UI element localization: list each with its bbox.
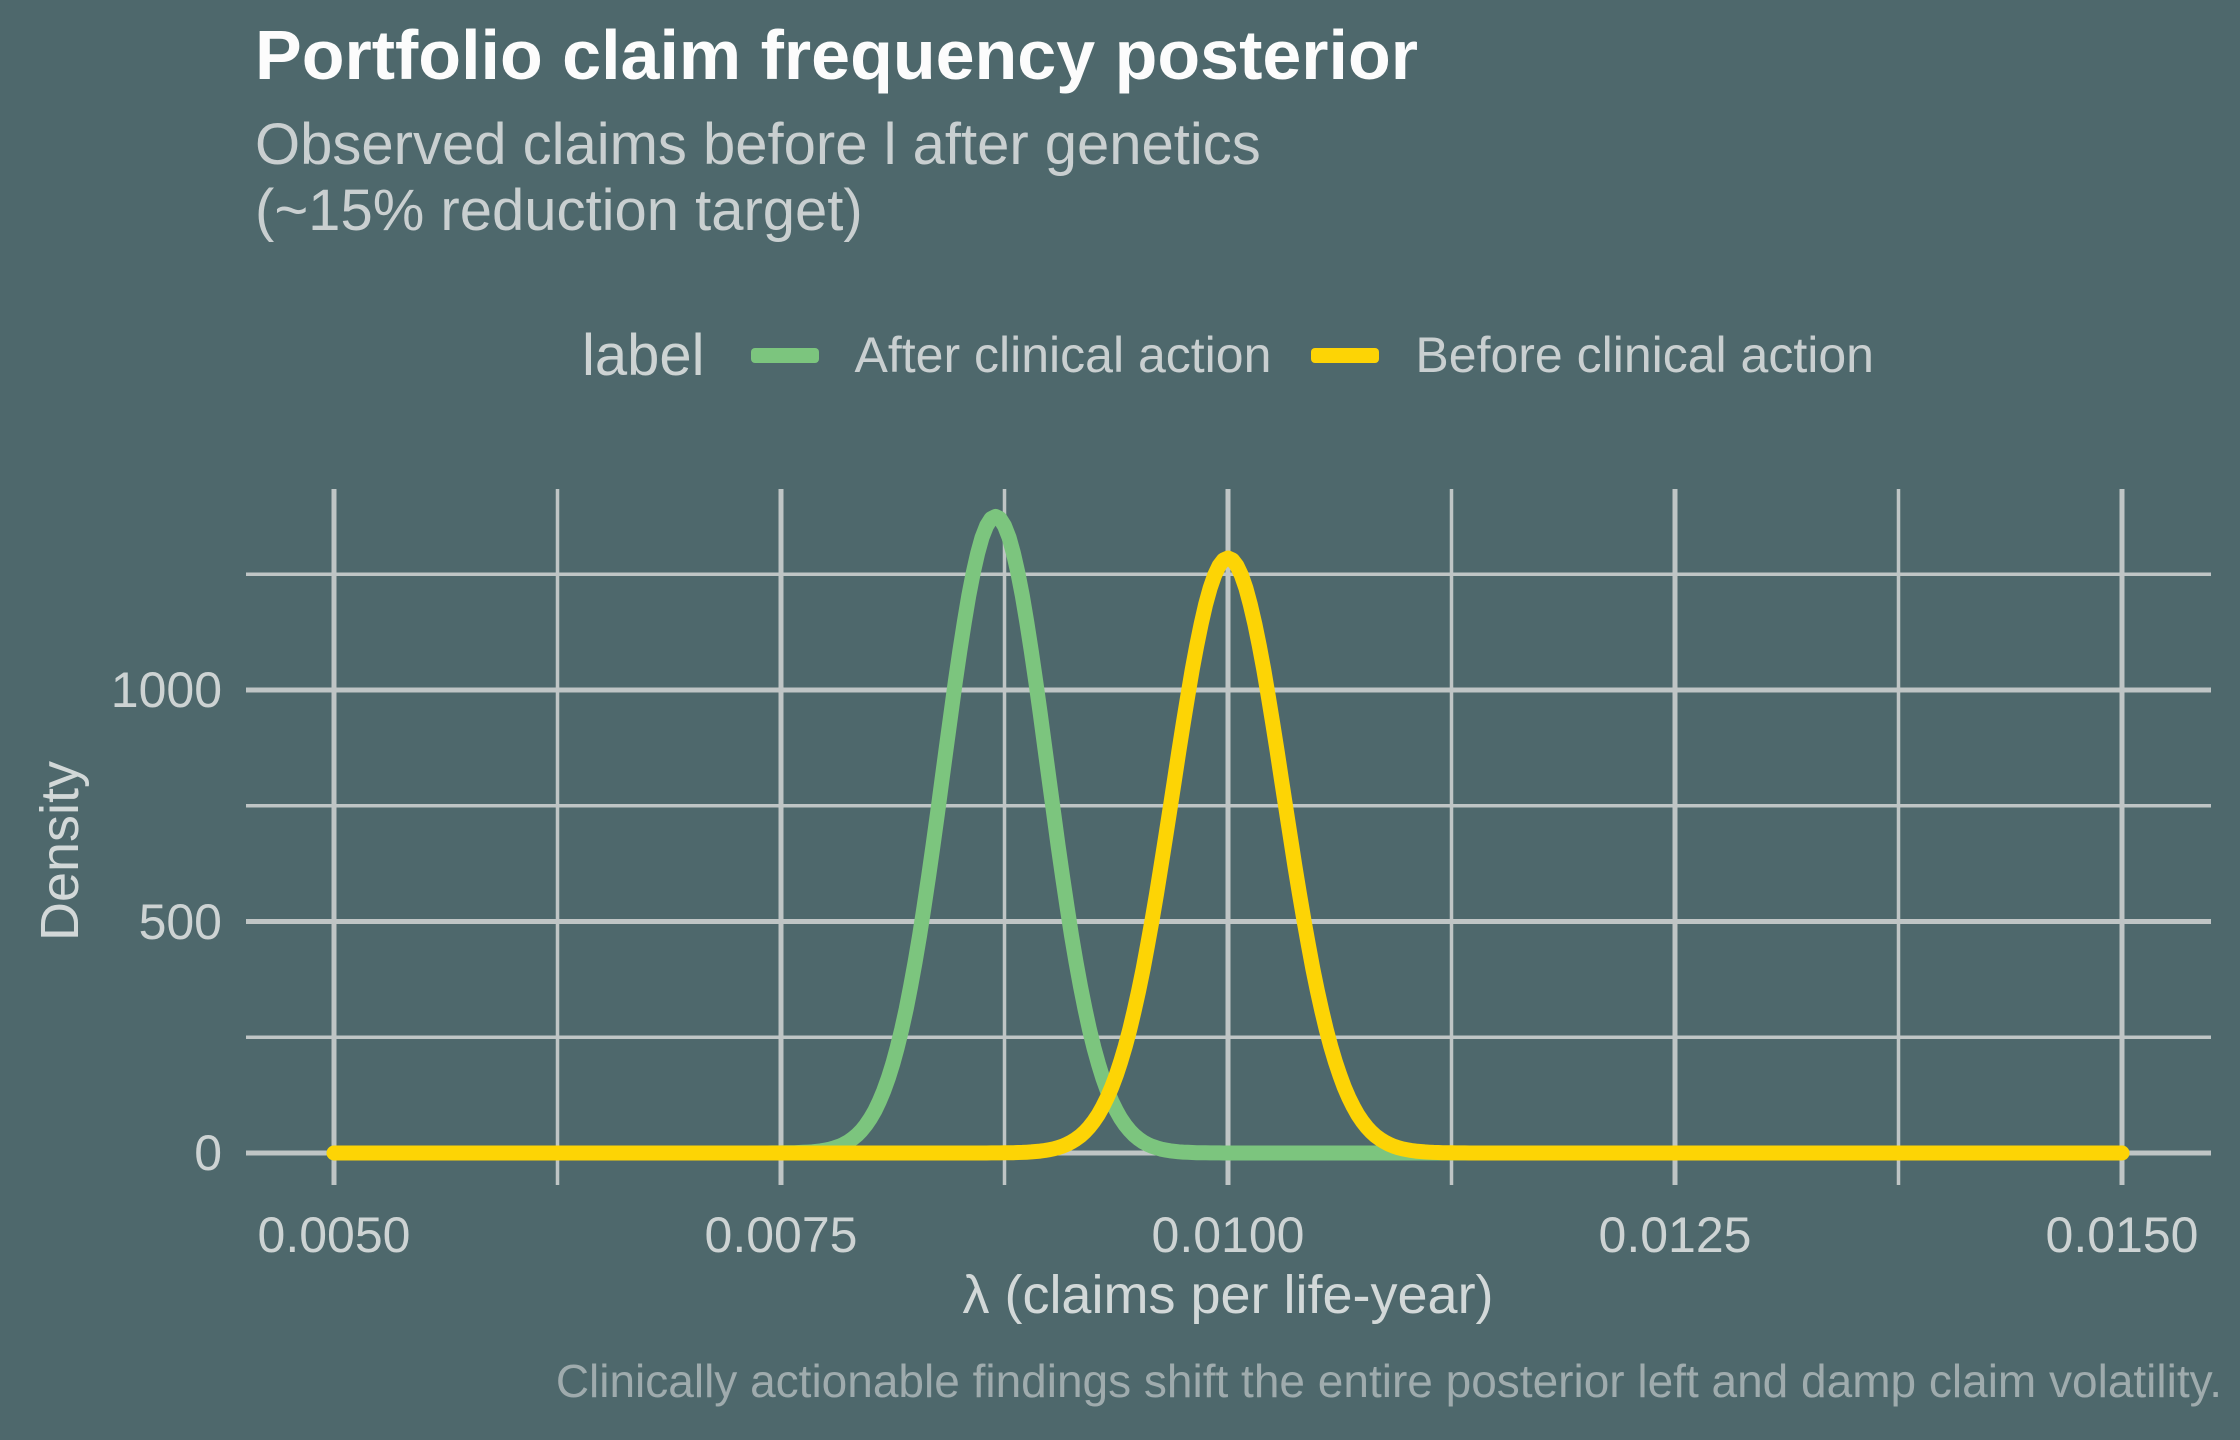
- legend-label-after: After clinical action: [854, 327, 1272, 383]
- legend-title: label: [582, 322, 705, 388]
- legend-label-before: Before clinical action: [1415, 327, 1874, 383]
- x-tick-label: 0.0150: [2045, 1207, 2199, 1263]
- chart-caption: Clinically actionable findings shift the…: [555, 1355, 2222, 1407]
- legend: label After clinical action Before clini…: [582, 320, 1874, 390]
- chart-subtitle: Observed claims before l after genetics …: [255, 112, 1261, 243]
- x-tick-label: 0.0075: [704, 1207, 858, 1263]
- density-curve-before: [326, 550, 2130, 1161]
- x-axis-title: λ (claims per life-year): [962, 1265, 1494, 1325]
- x-tick-label: 0.0125: [1598, 1207, 1752, 1263]
- y-axis-title: Density: [30, 760, 90, 942]
- y-tick-label: 1000: [110, 662, 222, 718]
- y-tick-label: 0: [194, 1125, 222, 1181]
- x-tick-label: 0.0050: [257, 1207, 411, 1263]
- x-tick-label: 0.0100: [1151, 1207, 1305, 1263]
- legend-key-before-icon: [1311, 347, 1380, 363]
- legend-key-after-icon: [750, 347, 819, 363]
- y-tick-label: 500: [138, 893, 222, 950]
- chart-title: Portfolio claim frequency posterior: [255, 16, 1418, 94]
